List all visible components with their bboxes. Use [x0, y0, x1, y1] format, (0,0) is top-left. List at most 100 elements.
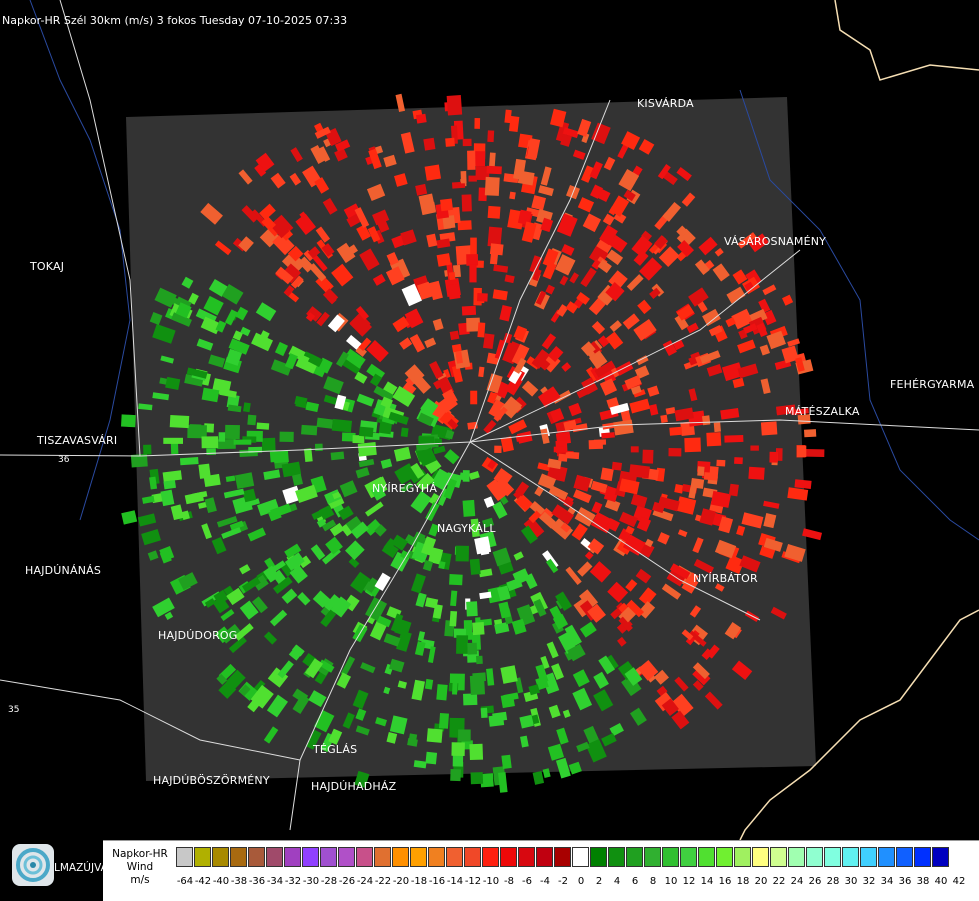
echo-approaching — [348, 557, 360, 569]
echo-receding — [539, 511, 557, 529]
echo-receding — [681, 629, 694, 641]
echo-receding — [531, 349, 550, 369]
city-label-almazujvaros: LMAZÚJVÁR — [54, 862, 116, 874]
echo-receding — [448, 271, 456, 281]
echo-receding — [582, 213, 602, 233]
echo-approaching — [479, 591, 492, 600]
echo-receding — [721, 362, 744, 382]
legend-title: Napkor-HR Wind m/s — [106, 848, 174, 887]
echo-approaching — [226, 587, 245, 606]
echo-receding — [515, 493, 533, 512]
echo-approaching — [331, 418, 353, 433]
echo-receding — [356, 224, 371, 241]
echo-receding — [422, 201, 436, 214]
echo-approaching — [318, 659, 335, 673]
echo-receding — [526, 138, 541, 159]
echo-approaching — [564, 624, 582, 647]
echo-receding — [517, 170, 535, 186]
echo-receding — [728, 483, 739, 497]
echo-approaching — [267, 667, 289, 688]
echo-approaching — [366, 363, 386, 381]
legend-title-line2: Wind — [126, 861, 154, 873]
echo-receding — [442, 389, 458, 406]
echo-receding — [681, 192, 696, 207]
echo-receding — [674, 484, 684, 494]
echo-approaching — [141, 529, 161, 546]
echo-receding — [712, 263, 730, 282]
echo-approaching — [356, 393, 375, 407]
legend-tick-label: 6 — [631, 876, 639, 887]
legend-tick-label: -4 — [540, 876, 550, 887]
echo-approaching — [263, 631, 278, 645]
echo-receding — [599, 378, 618, 396]
echo-receding — [611, 461, 623, 471]
echo-approaching — [486, 668, 495, 686]
echo-receding — [665, 406, 676, 415]
echo-receding — [588, 350, 608, 370]
echo-receding — [493, 406, 508, 422]
echo-approaching — [480, 773, 494, 788]
echo-receding — [605, 281, 625, 302]
echo-receding — [621, 131, 641, 151]
echo-receding — [572, 149, 586, 160]
echo-approaching — [163, 437, 183, 444]
echo-receding — [487, 459, 497, 470]
echo-approaching — [424, 678, 434, 690]
echo-receding — [766, 330, 786, 350]
echo-receding — [693, 558, 715, 574]
echo-receding — [306, 306, 323, 322]
echo-receding — [474, 118, 481, 129]
echo-approaching — [410, 531, 426, 549]
echo-receding — [477, 293, 488, 302]
echo-receding — [545, 284, 555, 295]
echo-approaching — [350, 571, 372, 594]
road — [469, 441, 761, 621]
echo-approaching — [147, 550, 159, 561]
echo-approaching — [451, 680, 458, 695]
echo-approaching — [501, 754, 512, 769]
echo-approaching — [426, 728, 443, 743]
echo-receding — [686, 322, 699, 334]
echo-receding — [668, 448, 682, 457]
echo-approaching — [528, 684, 541, 696]
echo-receding — [662, 171, 678, 186]
echo-approaching — [470, 518, 480, 538]
echo-receding — [483, 419, 497, 434]
echo-receding — [634, 365, 650, 379]
echo-receding — [488, 399, 509, 421]
echo-approaching — [179, 457, 199, 466]
echo-approaching — [229, 520, 245, 531]
echo-approaching — [243, 402, 251, 413]
echo-receding — [367, 226, 381, 243]
echo-approaching — [270, 359, 292, 376]
echo-receding — [500, 436, 514, 453]
echo-approaching — [555, 757, 571, 779]
river — [739, 89, 979, 541]
echo-receding — [272, 220, 290, 239]
echo-approaching — [498, 601, 511, 619]
legend-tick-label: 2 — [595, 876, 603, 887]
echo-receding — [556, 304, 569, 317]
echo-receding — [551, 504, 574, 525]
echo-receding — [487, 205, 501, 219]
echo-receding — [511, 343, 530, 366]
echo-approaching — [316, 518, 327, 528]
echo-approaching — [181, 276, 194, 289]
legend-tick-label: -40 — [212, 876, 230, 887]
echo-receding — [483, 333, 495, 350]
echo-approaching — [225, 348, 243, 366]
echo-approaching — [263, 726, 279, 744]
legend-color-scale — [176, 847, 950, 869]
echo-approaching — [598, 655, 616, 675]
echo-approaching — [247, 527, 266, 542]
echo-receding — [784, 544, 806, 562]
legend-swatch — [500, 847, 517, 867]
legend-tick-label: 40 — [934, 876, 948, 887]
echo-approaching — [463, 693, 478, 706]
echo-approaching — [451, 742, 465, 756]
echo-receding — [676, 304, 695, 321]
echo-receding — [508, 115, 520, 133]
echo-approaching — [330, 451, 345, 461]
echo-approaching — [306, 729, 322, 750]
echo-receding — [577, 561, 593, 577]
